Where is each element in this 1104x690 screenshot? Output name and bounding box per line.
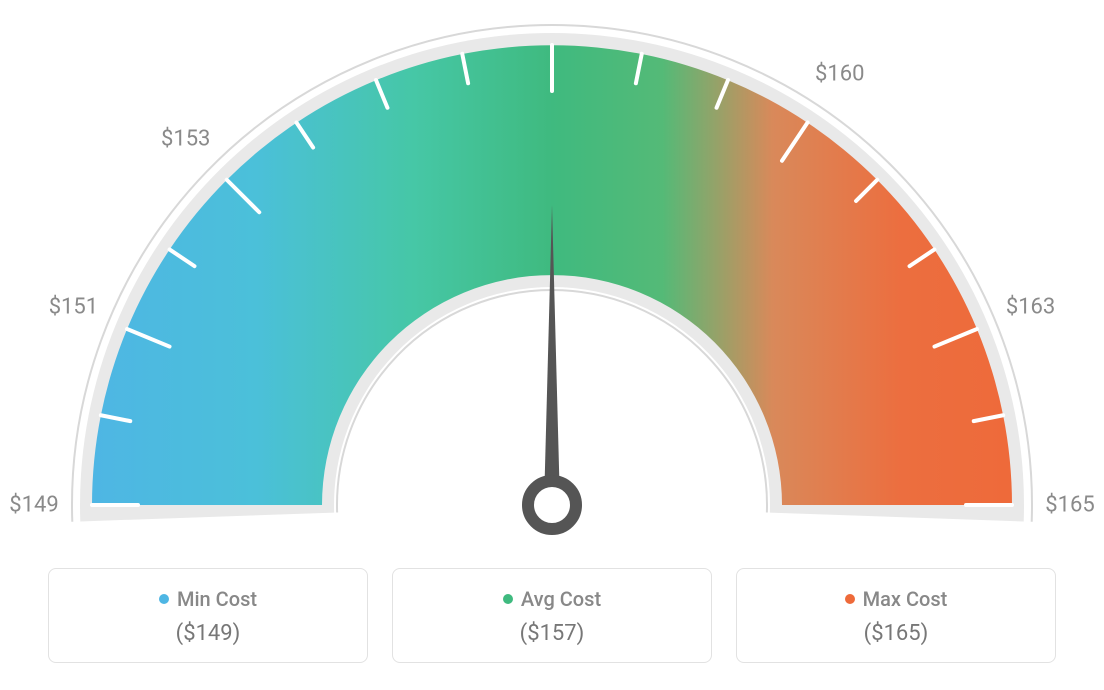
dot-icon-max [845, 594, 855, 604]
legend-label-avg: Avg Cost [503, 587, 601, 611]
tick-label: $153 [161, 126, 210, 151]
legend-label-avg-text: Avg Cost [521, 587, 601, 611]
tick-label: $165 [1045, 493, 1094, 518]
legend-card-min: Min Cost ($149) [48, 568, 368, 663]
legend-label-min-text: Min Cost [177, 587, 257, 611]
gauge-svg [0, 0, 1104, 560]
gauge-chart: $149$151$153$157$160$163$165 [0, 0, 1104, 560]
tick-label: $149 [9, 493, 58, 518]
legend-label-min: Min Cost [159, 587, 257, 611]
tick-label: $151 [49, 294, 98, 319]
legend-value-avg: ($157) [403, 621, 701, 646]
legend-value-max: ($165) [747, 621, 1045, 646]
legend-card-avg: Avg Cost ($157) [392, 568, 712, 663]
tick-label: $160 [815, 62, 864, 87]
dot-icon-min [159, 594, 169, 604]
tick-label: $163 [1006, 294, 1055, 319]
legend-label-max-text: Max Cost [863, 587, 948, 611]
legend-value-min: ($149) [59, 621, 357, 646]
legend-card-max: Max Cost ($165) [736, 568, 1056, 663]
dot-icon-avg [503, 594, 513, 604]
legend-label-max: Max Cost [845, 587, 948, 611]
legend-row: Min Cost ($149) Avg Cost ($157) Max Cost… [0, 568, 1104, 663]
